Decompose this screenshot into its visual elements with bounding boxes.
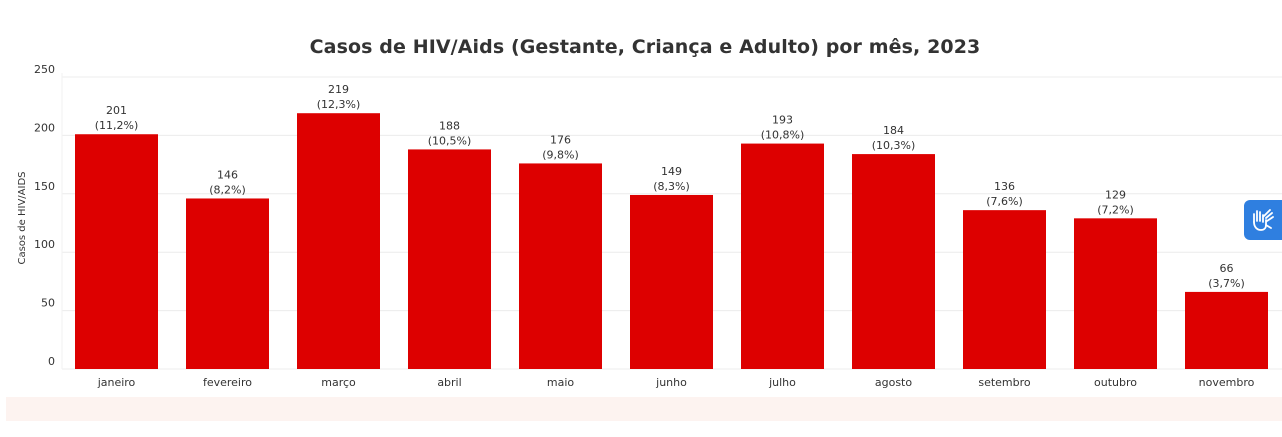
x-tick-label: janeiro	[97, 376, 136, 389]
value-label: 184	[883, 124, 904, 137]
bar-setembro	[963, 210, 1046, 369]
percent-label: (10,5%)	[428, 134, 472, 147]
y-tick-label: 0	[48, 355, 55, 368]
x-tick-label: outubro	[1094, 376, 1137, 389]
percent-label: (12,3%)	[317, 98, 361, 111]
y-axis-ticks: 0 50 100 150 200 250	[34, 63, 55, 368]
value-label: 201	[106, 104, 127, 117]
bar-novembro	[1185, 291, 1268, 369]
data-labels: 201 (11,2%) 146 (8,2%) 219 (12,3%) 188 (10,5%) 1…	[95, 83, 1245, 290]
percent-label: (10,3%)	[872, 139, 916, 152]
y-tick-label: 100	[34, 238, 55, 251]
x-tick-label: junho	[655, 376, 687, 389]
percent-label: (8,2%)	[209, 183, 246, 196]
x-tick-label: maio	[547, 376, 575, 389]
value-label: 129	[1105, 188, 1126, 201]
percent-label: (10,8%)	[761, 129, 805, 142]
value-label: 193	[772, 114, 793, 127]
x-tick-label: setembro	[978, 376, 1031, 389]
x-tick-label: março	[321, 376, 356, 389]
y-tick-label: 200	[34, 121, 55, 134]
x-tick-label: abril	[437, 376, 461, 389]
bar-maio	[519, 163, 602, 369]
chart-title: Casos de HIV/Aids (Gestante, Criança e A…	[309, 36, 981, 58]
bar-abril	[408, 149, 491, 369]
sign-language-hands-icon	[1253, 209, 1274, 231]
bar-março	[297, 113, 380, 369]
value-label: 149	[661, 165, 682, 178]
y-tick-label: 150	[34, 180, 55, 193]
bar-agosto	[852, 154, 935, 369]
accessibility-button[interactable]	[1244, 200, 1282, 240]
y-axis-title: Casos de HIV/AIDS	[17, 171, 28, 264]
x-tick-label: fevereiro	[203, 376, 252, 389]
percent-label: (9,8%)	[542, 148, 579, 161]
value-label: 66	[1220, 262, 1234, 275]
x-axis-ticks: janeiro fevereiro março abril maio junho julho…	[97, 376, 1255, 389]
value-label: 188	[439, 119, 460, 132]
bar-julho	[741, 143, 824, 369]
y-tick-label: 250	[34, 63, 55, 76]
bar-outubro	[1074, 218, 1157, 369]
percent-label: (7,2%)	[1097, 203, 1134, 216]
value-label: 219	[328, 83, 349, 96]
footer-band	[6, 397, 1282, 421]
percent-label: (8,3%)	[653, 180, 690, 193]
value-label: 176	[550, 133, 571, 146]
bar-junho	[630, 194, 713, 369]
x-tick-label: julho	[768, 376, 796, 389]
y-tick-label: 50	[41, 297, 55, 310]
percent-label: (11,2%)	[95, 119, 139, 132]
percent-label: (7,6%)	[986, 195, 1023, 208]
bars	[75, 113, 1268, 369]
value-label: 146	[217, 168, 238, 181]
percent-label: (3,7%)	[1208, 277, 1245, 290]
value-label: 136	[994, 180, 1015, 193]
bar-fevereiro	[186, 198, 269, 369]
x-tick-label: novembro	[1199, 376, 1255, 389]
x-tick-label: agosto	[875, 376, 912, 389]
bar-janeiro	[75, 134, 158, 369]
